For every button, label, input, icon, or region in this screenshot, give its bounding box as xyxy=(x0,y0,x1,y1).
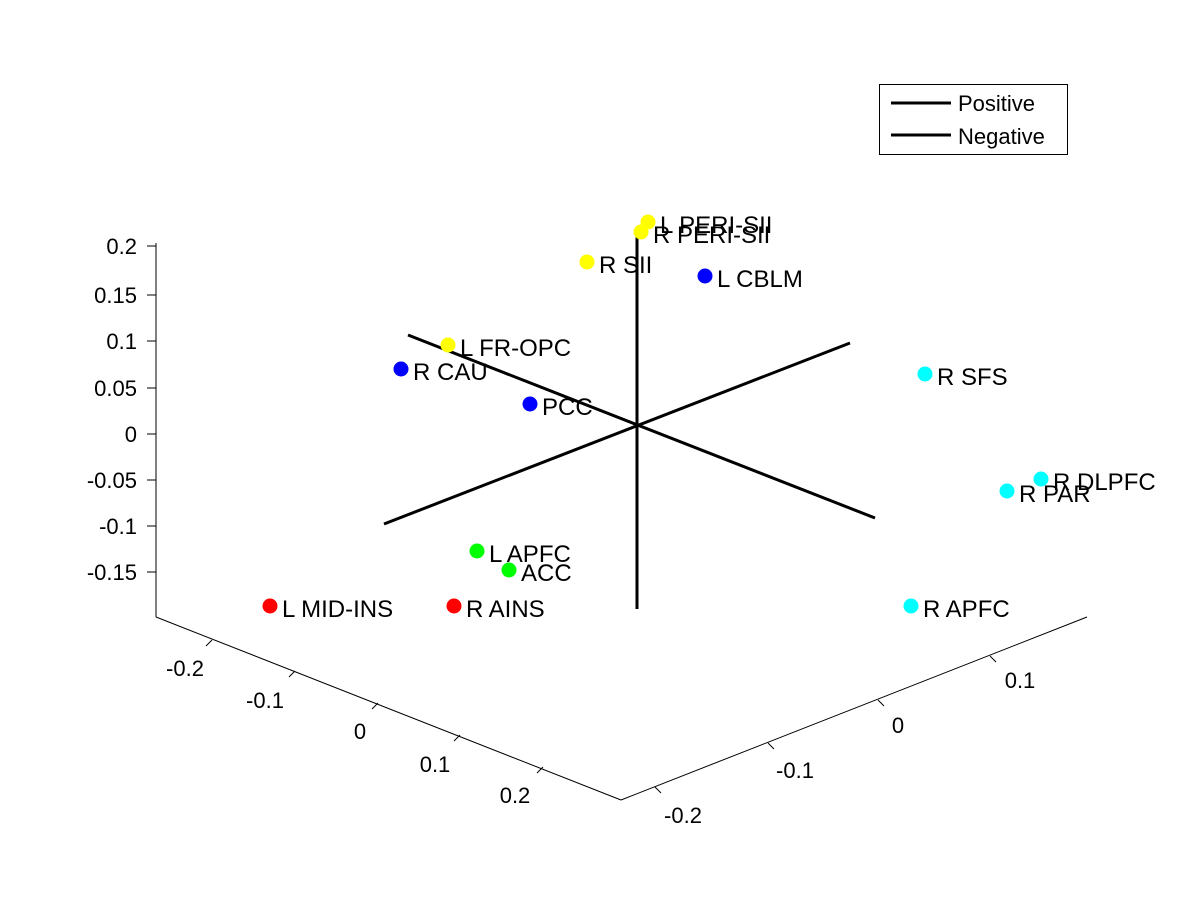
y-tick-label: -0.1 xyxy=(776,758,814,783)
node-marker xyxy=(501,562,517,578)
y-tick-label: 0 xyxy=(892,713,904,738)
x-tick-label: -0.2 xyxy=(166,656,204,681)
x-tick-mark xyxy=(288,670,296,678)
z-tick-label: -0.15 xyxy=(87,560,137,585)
y-tick-label: -0.2 xyxy=(664,803,702,828)
data-node: R PERI-SII xyxy=(633,222,770,249)
x-tick-mark xyxy=(536,766,544,774)
node-label: R CAU xyxy=(413,359,488,386)
node-marker xyxy=(1033,471,1049,487)
node-marker xyxy=(262,598,278,614)
x-tick-label: -0.1 xyxy=(246,688,284,713)
node-label: R APFC xyxy=(923,596,1010,623)
z-tick-label: -0.05 xyxy=(87,468,137,493)
data-node: PCC xyxy=(522,394,593,421)
y-tick-label: 0.1 xyxy=(1005,668,1036,693)
data-node: R SFS xyxy=(917,364,1008,391)
node-marker xyxy=(440,337,456,353)
ref-line-diagonal-a xyxy=(407,333,876,520)
y-axis-line xyxy=(620,616,1088,801)
y-tick-mark xyxy=(877,699,885,707)
data-node: L FR-OPC xyxy=(440,335,571,362)
z-axis: 0.2 0.15 0.1 0.05 0 -0.05 -0.1 -0.15 xyxy=(87,234,157,617)
reference-axes xyxy=(383,229,876,609)
data-node: R SII xyxy=(579,252,652,279)
node-label: L APFC xyxy=(489,541,571,568)
data-node: R AINS xyxy=(446,596,545,623)
x-tick-label: 0.1 xyxy=(420,752,451,777)
x-axis-line xyxy=(155,616,622,801)
node-label: R AINS xyxy=(466,596,545,623)
x-axis: -0.2 -0.1 0 0.1 0.2 xyxy=(155,616,622,808)
node-label: L MID-INS xyxy=(282,596,393,623)
data-node: R PAR xyxy=(999,481,1091,508)
node-marker xyxy=(522,396,538,412)
x-tick-mark xyxy=(453,734,461,742)
z-tick-label: -0.1 xyxy=(99,514,137,539)
node-marker xyxy=(903,598,919,614)
data-node: R DLPFC xyxy=(1033,469,1156,496)
node-label: L FR-OPC xyxy=(460,335,571,362)
x-tick-label: 0 xyxy=(354,719,366,744)
legend-label-negative: Negative xyxy=(958,124,1045,149)
node-marker xyxy=(469,543,485,559)
x-tick-label: 0.2 xyxy=(500,783,531,808)
data-node: R CAU xyxy=(393,359,488,386)
y-axis: -0.2 -0.1 0 0.1 xyxy=(620,616,1088,828)
node-label: R SII xyxy=(599,252,652,279)
legend-box xyxy=(879,84,1068,155)
node-marker xyxy=(999,483,1015,499)
legend-label-positive: Positive xyxy=(958,91,1035,116)
node-label: L CBLM xyxy=(717,266,803,293)
data-node: R APFC xyxy=(903,596,1010,623)
z-axis-ticks: 0.2 0.15 0.1 0.05 0 -0.05 -0.1 -0.15 xyxy=(87,234,156,585)
node-label: R DLPFC xyxy=(1053,469,1156,496)
y-tick-mark xyxy=(767,742,775,750)
node-marker xyxy=(446,598,462,614)
data-node: L MID-INS xyxy=(262,596,393,623)
z-tick-label: 0 xyxy=(125,422,137,447)
data-node: L CBLM xyxy=(697,266,803,293)
node-label: R PERI-SII xyxy=(653,222,770,249)
z-tick-label: 0.05 xyxy=(94,376,137,401)
x-tick-mark xyxy=(205,639,213,647)
z-tick-label: 0.1 xyxy=(106,329,137,354)
node-marker xyxy=(697,268,713,284)
y-tick-mark xyxy=(989,655,997,663)
legend: Positive Negative xyxy=(879,84,1068,155)
node-marker xyxy=(633,224,649,240)
node-label: ACC xyxy=(521,560,572,587)
node-marker xyxy=(579,254,595,270)
y-axis-ticks: -0.2 -0.1 0 0.1 xyxy=(654,655,1036,828)
node-label: R PAR xyxy=(1019,481,1091,508)
node-marker xyxy=(393,361,409,377)
node-marker xyxy=(917,366,933,382)
x-axis-ticks: -0.2 -0.1 0 0.1 0.2 xyxy=(166,639,544,808)
node-label: PCC xyxy=(542,394,593,421)
node-label: R SFS xyxy=(937,364,1008,391)
data-node: L PERI-SII xyxy=(640,212,772,239)
z-tick-label: 0.2 xyxy=(106,234,137,259)
data-node: ACC xyxy=(501,560,572,587)
data-node: L APFC xyxy=(469,541,571,568)
z-tick-label: 0.15 xyxy=(94,283,137,308)
node-label: L PERI-SII xyxy=(660,212,772,239)
y-tick-mark xyxy=(654,786,662,794)
ref-line-diagonal-b xyxy=(383,341,851,526)
x-tick-mark xyxy=(371,702,379,710)
